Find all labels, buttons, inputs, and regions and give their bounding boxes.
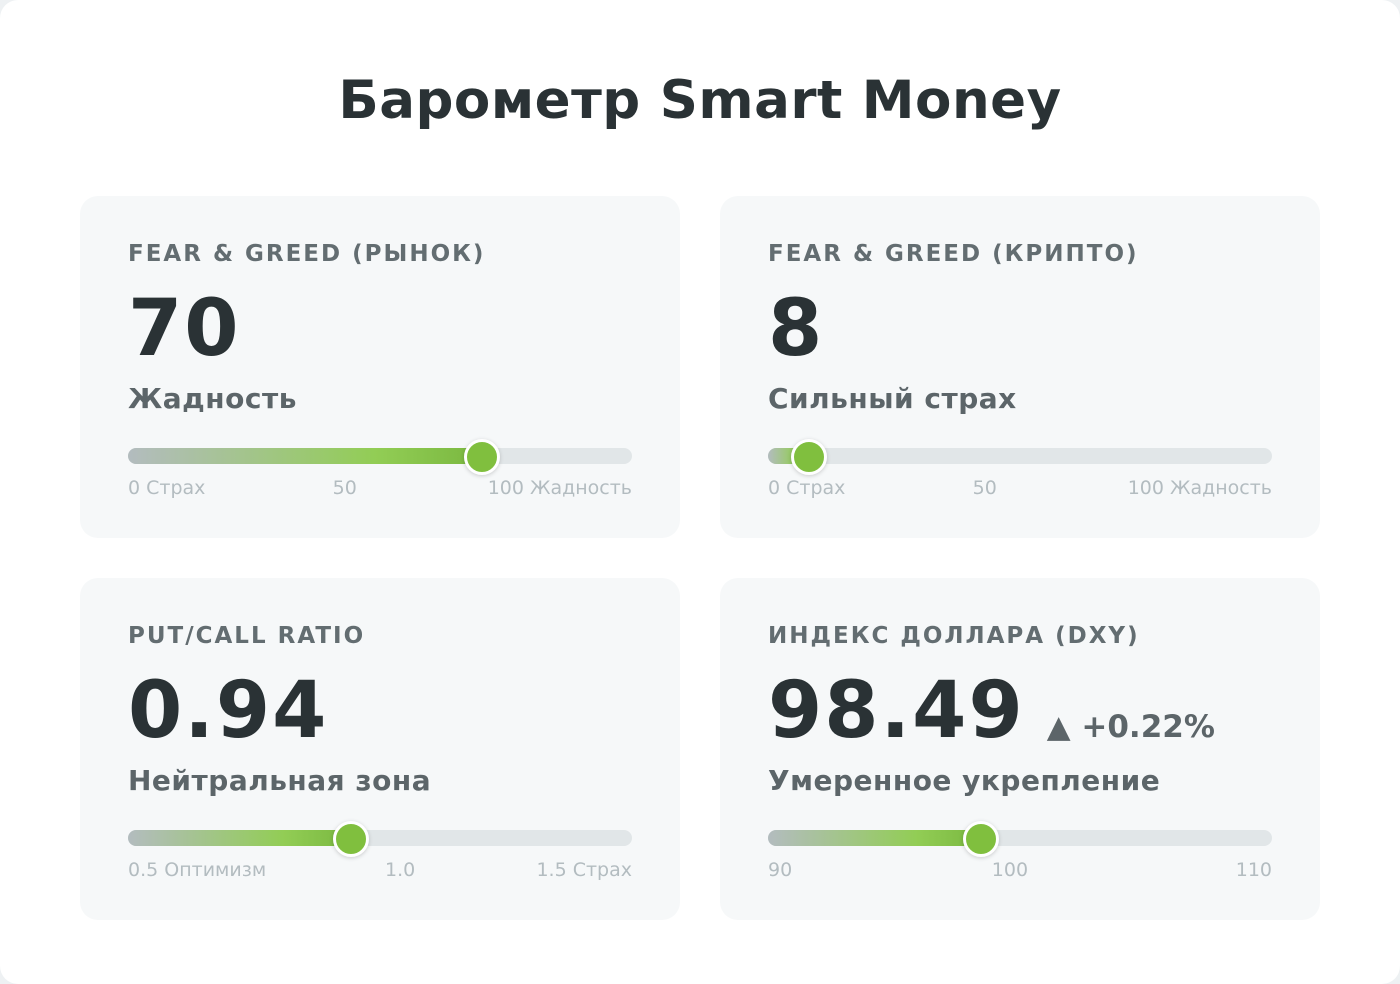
card-status: Сильный страх xyxy=(768,382,1017,415)
gauge-track xyxy=(768,821,1272,857)
gauge-fill xyxy=(128,830,350,846)
scale-mid-label: 1.0 xyxy=(385,859,416,881)
scale-max-label: 100 Жадность xyxy=(487,477,632,499)
value-row: 8 xyxy=(768,290,824,368)
card-status: Жадность xyxy=(128,382,297,415)
value-row: 98.49 ▲ +0.22% xyxy=(768,672,1215,750)
card-value: 70 xyxy=(128,284,241,374)
card-fear-greed-market: FEAR & GREED (РЫНОК) 70 Жадность 0 Страх… xyxy=(80,196,680,538)
gauge-thumb xyxy=(332,821,369,857)
gauge-track xyxy=(128,439,632,475)
card-label: FEAR & GREED (РЫНОК) xyxy=(128,241,486,267)
gauge-track xyxy=(128,821,632,857)
card-label: PUT/CALL RATIO xyxy=(128,623,366,649)
gauge-fill xyxy=(768,830,980,846)
value-row: 0.94 xyxy=(128,672,328,750)
scale-mid-label: 50 xyxy=(972,477,997,499)
gauge-fill xyxy=(128,448,481,464)
scale-min-label: 0 Страх xyxy=(768,477,846,499)
card-value: 0.94 xyxy=(128,666,329,756)
value-row: 70 xyxy=(128,290,241,368)
scale-max-label: 110 xyxy=(1235,859,1272,881)
gauge-track xyxy=(768,439,1272,475)
page-title: Барометр Smart Money xyxy=(338,70,1062,131)
scale-min-label: 90 xyxy=(768,859,793,881)
scale-min-label: 0.5 Оптимизм xyxy=(128,859,267,881)
card-label: FEAR & GREED (КРИПТО) xyxy=(768,241,1139,267)
scale-max-label: 1.5 Страх xyxy=(536,859,632,881)
gauge-scale: 0 Страх 50 100 Жадность xyxy=(768,477,1272,501)
gauge-scale: 0 Страх 50 100 Жадность xyxy=(128,477,632,501)
card-dollar-index: ИНДЕКС ДОЛЛАРА (DXY) 98.49 ▲ +0.22% Умер… xyxy=(720,578,1320,920)
card-fear-greed-crypto: FEAR & GREED (КРИПТО) 8 Сильный страх 0 … xyxy=(720,196,1320,538)
gauge-thumb xyxy=(463,439,500,475)
scale-max-label: 100 Жадность xyxy=(1127,477,1272,499)
card-value: 8 xyxy=(768,284,825,374)
gauge-thumb xyxy=(791,439,828,475)
card-status: Нейтральная зона xyxy=(128,764,432,797)
card-label: ИНДЕКС ДОЛЛАРА (DXY) xyxy=(768,623,1140,649)
change-indicator: ▲ +0.22% xyxy=(1046,709,1215,745)
card-value: 98.49 xyxy=(768,666,1025,756)
gauge-scale: 0.5 Оптимизм 1.0 1.5 Страх xyxy=(128,859,632,883)
scale-mid-label: 100 xyxy=(991,859,1029,881)
card-status: Умеренное укрепление xyxy=(768,764,1161,797)
card-put-call-ratio: PUT/CALL RATIO 0.94 Нейтральная зона 0.5… xyxy=(80,578,680,920)
gauge-scale: 90 100 110 xyxy=(768,859,1272,883)
scale-mid-label: 50 xyxy=(332,477,357,499)
gauge-thumb xyxy=(962,821,999,857)
scale-min-label: 0 Страх xyxy=(128,477,206,499)
